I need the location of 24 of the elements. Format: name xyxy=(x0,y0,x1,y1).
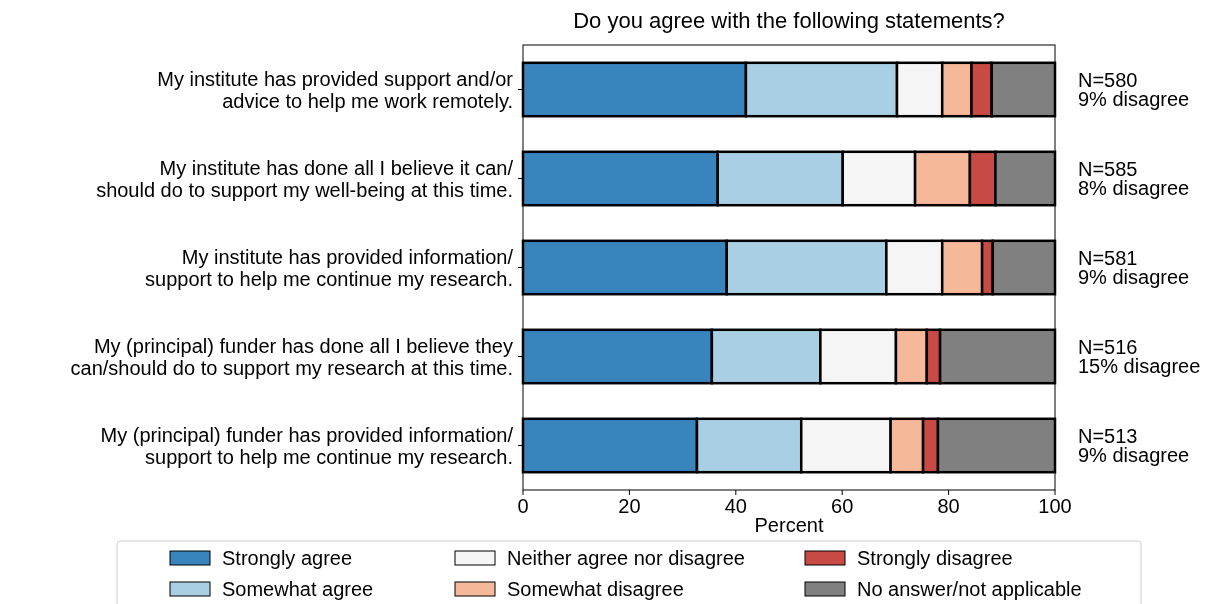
text: N=513 9% disagree xyxy=(1078,425,1190,466)
legend-label: No answer/not applicable xyxy=(857,578,1082,600)
y-tick-label: My institute has provided information/ support to help me continue my research. xyxy=(145,245,514,290)
x-tick-label: 60 xyxy=(831,495,854,517)
x-axis-title: Percent xyxy=(754,514,824,536)
y-tick-label: My (principal) funder has done all I believe they can/should do to support my research at this time. xyxy=(70,334,513,379)
x-tick-label: 40 xyxy=(724,495,747,517)
x-tick-label: 80 xyxy=(937,495,960,517)
legend-label: Strongly disagree xyxy=(857,547,1013,569)
y-tick-label: My (principal) funder has provided information/ support to help me continue my research. xyxy=(100,423,514,468)
text: N=581 9% disagree xyxy=(1078,247,1190,288)
x-tick-label: 0 xyxy=(517,495,529,517)
chart-title: Do you agree with the following statements? xyxy=(573,8,1005,33)
y-tick-label: My institute has done all I believe it can/ should do to support my well-being at this time. xyxy=(96,156,514,201)
y-tick-label: My institute has provided support and/or advice to help me work remotely. xyxy=(157,67,514,112)
text: N=516 15% disagree xyxy=(1078,336,1201,377)
legend-label: Somewhat disagree xyxy=(507,578,684,600)
legend-label: Somewhat agree xyxy=(222,578,374,600)
text: N=585 8% disagree xyxy=(1078,158,1190,199)
legend-label: Neither agree nor disagree xyxy=(507,547,745,569)
text: N=580 9% disagree xyxy=(1078,69,1190,110)
x-tick-label: 20 xyxy=(618,495,641,517)
legend-label: Strongly agree xyxy=(222,547,353,569)
x-tick-label: 100 xyxy=(1038,495,1072,517)
